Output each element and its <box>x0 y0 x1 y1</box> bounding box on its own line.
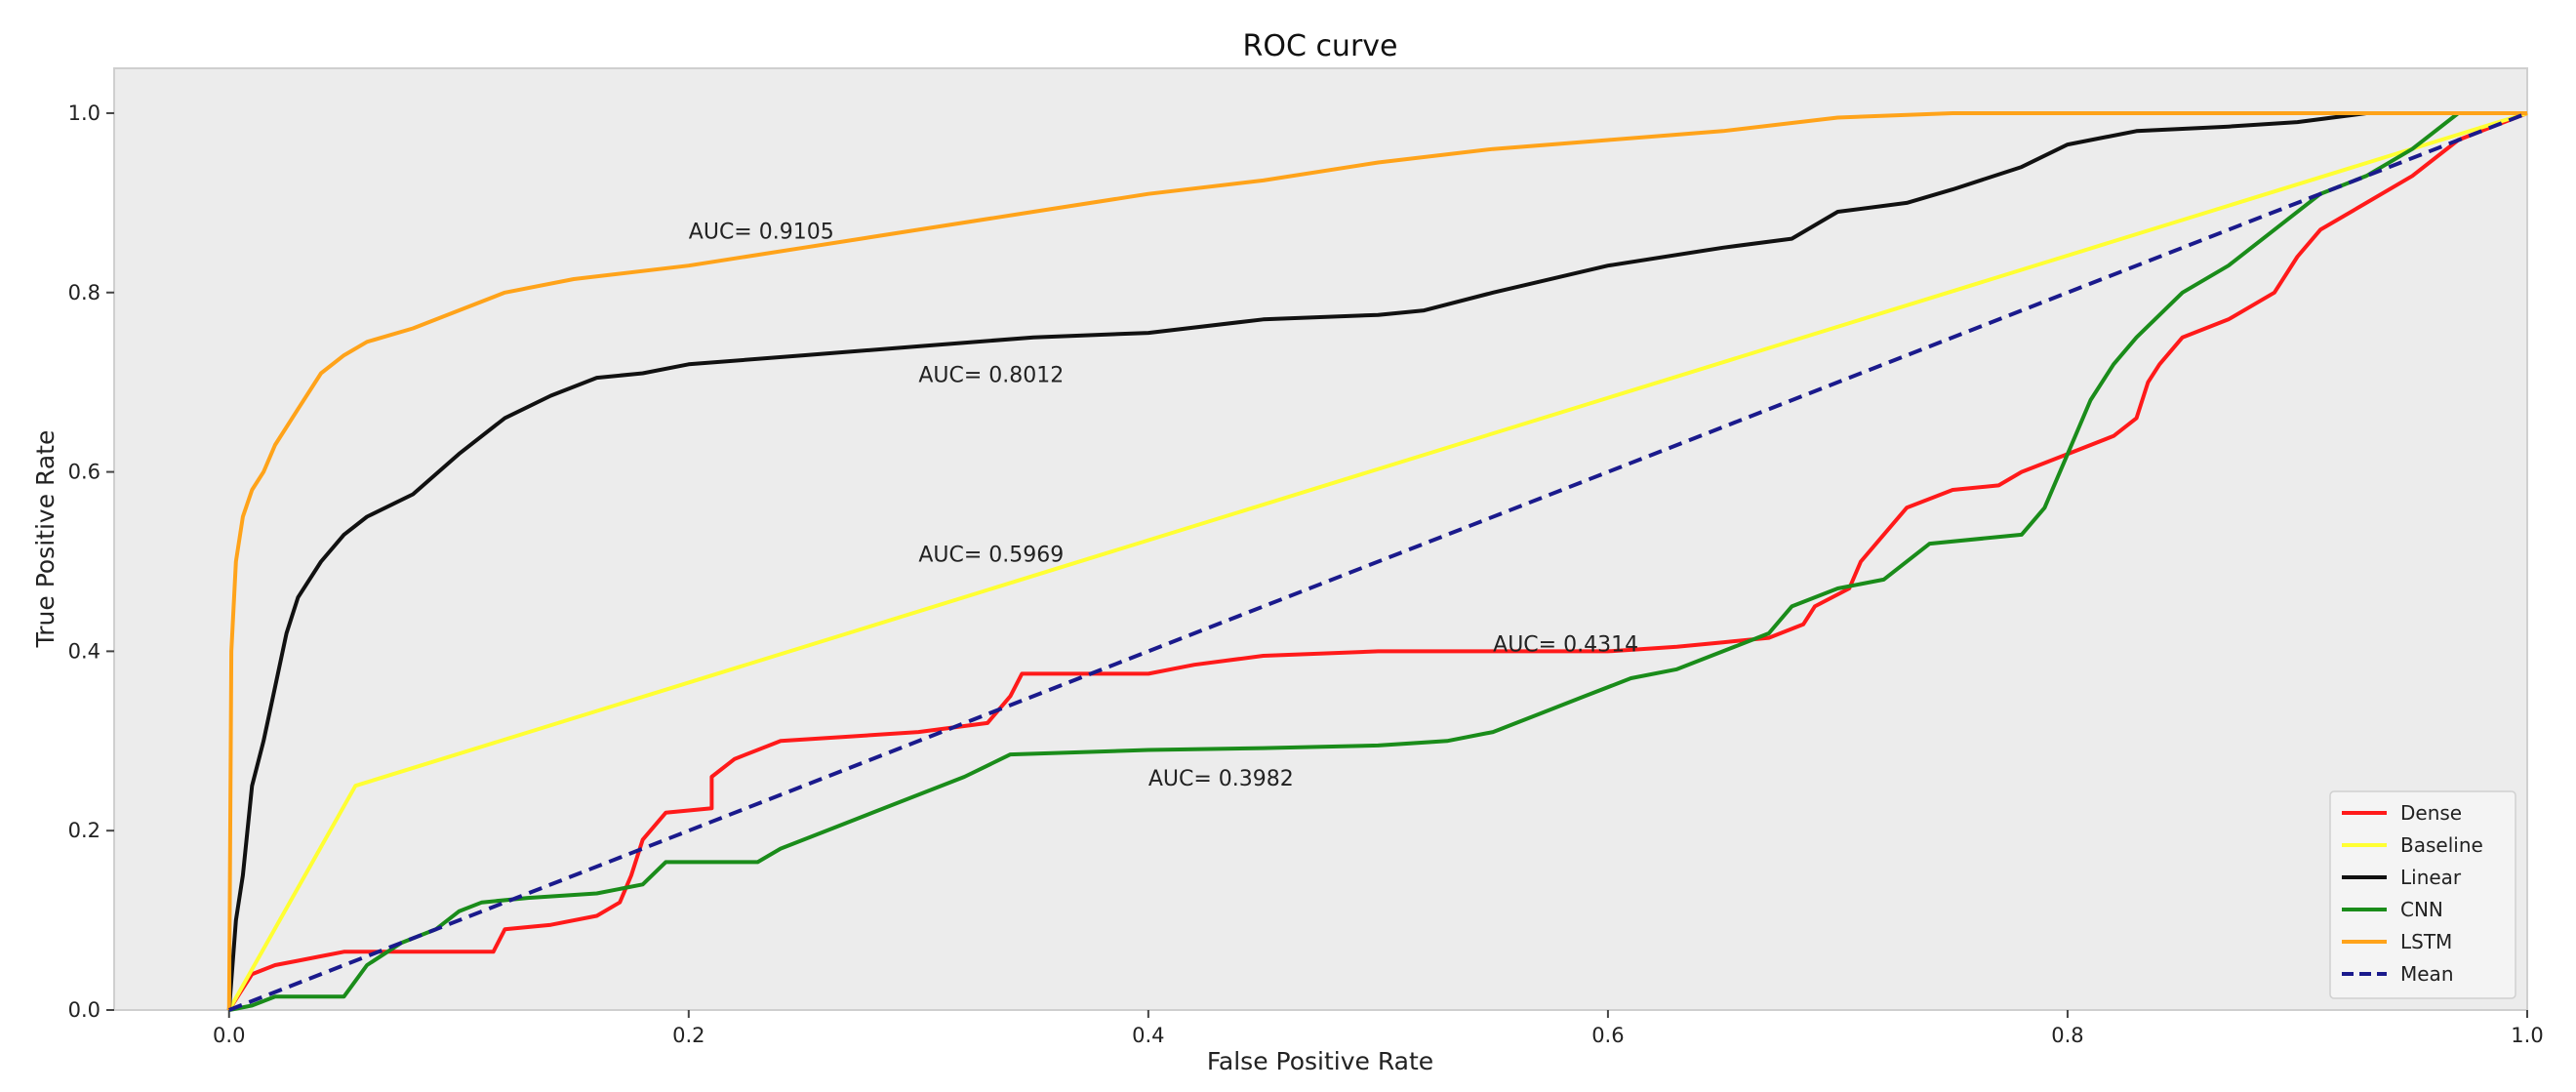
axis-ticks: 0.0 0.2 0.4 0.6 0.8 1.0 0.0 0.2 0.4 0.6 0.8 1.0 <box>68 101 2544 1047</box>
y-tick-label: 1.0 <box>68 101 101 125</box>
series-line-linear <box>226 111 2527 1011</box>
x-tick-label: 0.8 <box>2051 1024 2083 1047</box>
legend-label-cnn: CNN <box>2400 898 2443 921</box>
legend-label-lstm: LSTM <box>2400 930 2452 953</box>
series-line-mean <box>228 111 2528 1012</box>
y-axis-label: True Positive Rate <box>31 430 60 649</box>
series-line-lstm <box>226 111 2527 1011</box>
series-line-dense <box>227 111 2528 1012</box>
annotation-layer: AUC= 0.9105 AUC= 0.8012 AUC= 0.5969 AUC= 0.… <box>689 221 1638 792</box>
series-line-cnn <box>228 111 2527 1012</box>
x-tick-label: 0.2 <box>672 1024 704 1047</box>
chart-title: ROC curve <box>1243 29 1398 63</box>
y-tick-label: 0.6 <box>68 461 101 484</box>
y-tick-label: 0.4 <box>68 639 101 663</box>
auc-annotation: AUC= 0.9105 <box>689 221 834 245</box>
legend-label-linear: Linear <box>2400 866 2462 889</box>
legend-label-mean: Mean <box>2400 962 2454 986</box>
series-layer <box>226 111 2528 1012</box>
legend: Dense Baseline Linear CNN LSTM Mean <box>2329 790 2516 999</box>
x-tick-label: 0.4 <box>1132 1024 1164 1047</box>
auc-annotation: AUC= 0.3982 <box>1148 767 1294 791</box>
legend-label-baseline: Baseline <box>2400 833 2483 857</box>
y-tick-label: 0.8 <box>68 281 101 304</box>
x-axis-label: False Positive Rate <box>1207 1047 1433 1075</box>
y-tick-label: 0.0 <box>68 998 101 1022</box>
x-tick-label: 1.0 <box>2511 1024 2543 1047</box>
auc-annotation: AUC= 0.8012 <box>918 364 1064 388</box>
auc-annotation: AUC= 0.4314 <box>1493 632 1638 657</box>
plot-area <box>113 67 2528 1011</box>
series-line-baseline <box>227 111 2528 1011</box>
x-tick-label: 0.6 <box>1591 1024 1624 1047</box>
auc-annotation: AUC= 0.5969 <box>918 543 1064 567</box>
legend-label-dense: Dense <box>2400 801 2462 825</box>
y-tick-label: 0.2 <box>68 819 101 842</box>
x-tick-label: 0.0 <box>213 1024 245 1047</box>
